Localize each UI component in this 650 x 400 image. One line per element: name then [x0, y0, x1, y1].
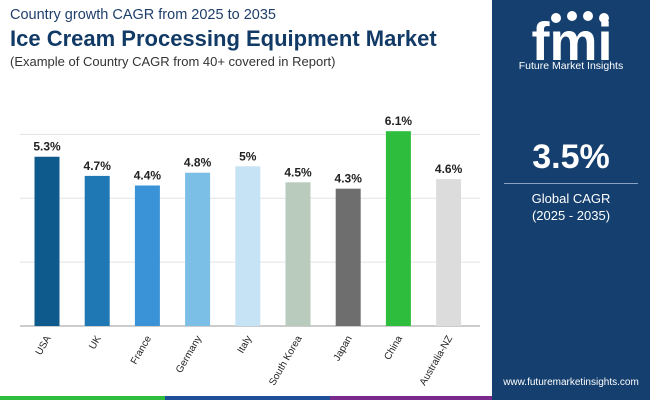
chart-title: Ice Cream Processing Equipment Market — [10, 26, 437, 51]
bar-japan — [335, 188, 361, 326]
data-label: 4.7% — [84, 159, 112, 173]
data-label: 4.5% — [284, 165, 312, 179]
bar-australia-nz — [436, 179, 462, 326]
bar-usa — [34, 156, 60, 326]
data-label: 4.4% — [134, 168, 162, 182]
x-tick-label: Japan — [332, 334, 355, 363]
bar-uk — [84, 175, 110, 326]
bar-france — [134, 185, 160, 326]
divider — [504, 183, 638, 184]
global-cagr-label: Global CAGR — [531, 191, 611, 206]
global-cagr-value: 3.5% — [532, 138, 610, 176]
bar-china — [385, 131, 411, 326]
x-tick-label: Australia-NZ — [418, 334, 455, 388]
bar-germany — [185, 172, 211, 326]
x-tick-label: Germany — [174, 334, 204, 375]
logo-text: fmi — [532, 12, 613, 72]
bar-chart: 5.3% USA 4.7% UK 4.4% France 4.8% Germany 5% Ital… — [20, 114, 480, 388]
x-tick-label: China — [382, 334, 405, 363]
bar-south-korea — [285, 182, 311, 326]
data-label: 5% — [239, 149, 257, 163]
footer-bar-blue — [165, 396, 330, 400]
data-label: 4.3% — [335, 172, 363, 186]
brand-name: Future Market Insights — [518, 60, 624, 72]
footer-bar-green — [0, 396, 165, 400]
chart-note: (Example of Country CAGR from 40+ covere… — [10, 54, 336, 69]
data-label: 4.8% — [184, 156, 212, 170]
chart-subtitle: Country growth CAGR from 2025 to 2035 — [10, 7, 276, 23]
x-tick-label: South Korea — [267, 334, 305, 388]
global-cagr-period: (2025 - 2035) — [531, 208, 611, 223]
data-label: 5.3% — [33, 140, 61, 154]
x-tick-label: USA — [34, 334, 54, 358]
x-tick-label: Italy — [236, 334, 255, 355]
x-tick-label: France — [129, 334, 154, 367]
data-label: 6.1% — [385, 114, 413, 128]
website-link[interactable]: www.futuremarketinsights.com — [503, 377, 639, 388]
fmi-logo: fmi — [532, 11, 613, 72]
data-label: 4.6% — [435, 162, 463, 176]
footer-bar-purple — [330, 396, 492, 400]
sidebar-panel: fmi Future Market Insights 3.5% Global C… — [492, 0, 650, 400]
header: Country growth CAGR from 2025 to 2035 Ic… — [10, 6, 490, 70]
bar-italy — [235, 166, 261, 326]
x-tick-label: UK — [87, 334, 104, 352]
